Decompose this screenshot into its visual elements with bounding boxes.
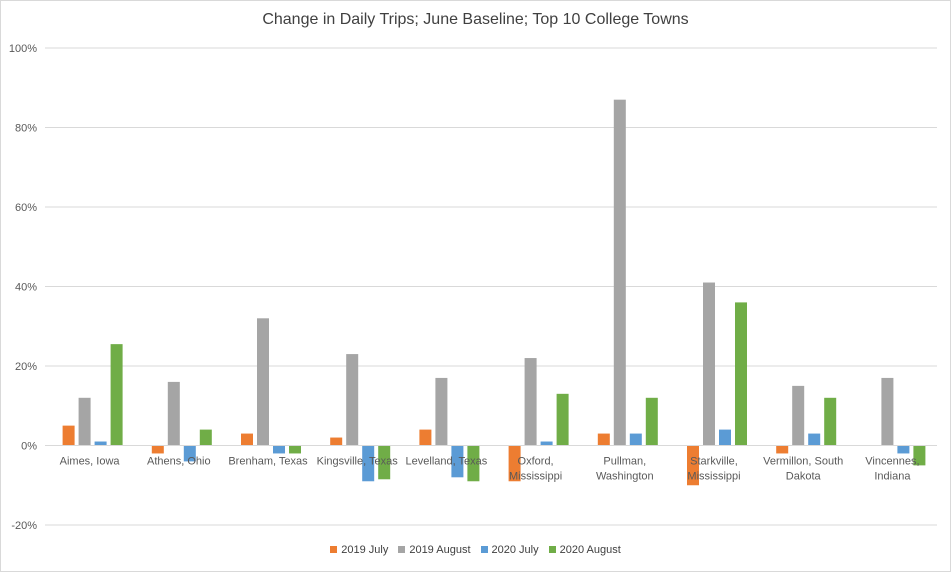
bar [451, 445, 464, 478]
bar [824, 397, 837, 446]
x-tick-label: Pullman, [603, 456, 646, 468]
bar [645, 397, 658, 446]
bar [257, 318, 269, 446]
bar [719, 429, 731, 446]
bar [508, 445, 521, 482]
y-tick-label: -20% [11, 520, 37, 532]
bar [78, 397, 91, 446]
legend-label: 2020 July [491, 544, 539, 556]
legend-label: 2019 July [341, 544, 389, 556]
legend-label: 2019 August [409, 544, 471, 556]
x-tick-label: Athens, Ohio [147, 456, 211, 468]
bar [151, 445, 164, 454]
x-tick-label: Mississippi [687, 471, 740, 483]
legend-item: 2020 July [480, 544, 539, 556]
legend-item: 2019 July [330, 544, 388, 556]
chart-title: Change in Daily Trips; June Baseline; To… [262, 11, 689, 28]
legend-item: 2019 August [398, 544, 471, 556]
x-tick-label: Starkville, [690, 456, 738, 468]
bar [735, 302, 747, 446]
legend-swatch [330, 546, 338, 553]
legend-swatch [398, 546, 406, 553]
bars [62, 99, 926, 486]
bar [289, 445, 301, 454]
y-tick-label: 40% [15, 282, 37, 294]
x-tick-label: Indiana [874, 471, 911, 483]
bar [776, 445, 789, 454]
bar [897, 445, 910, 454]
bar [241, 433, 253, 446]
bar [362, 445, 375, 482]
y-tick-label: 20% [15, 361, 37, 373]
x-tick-label: Aimes, Iowa [60, 456, 121, 468]
x-tick-label: Vincennes, [865, 456, 919, 468]
bar [687, 445, 699, 486]
bar [556, 393, 569, 446]
bar [524, 358, 537, 446]
bar [273, 445, 285, 454]
x-tick-label: Oxford, [518, 456, 554, 468]
legend-swatch [548, 546, 556, 553]
x-tick-label: Mississippi [509, 471, 562, 483]
legend-swatch [480, 546, 488, 553]
tick-labels: -20% 0% 20% 40% 60% 80% 100% Aimes, Iowa Athens,… [9, 43, 920, 532]
bar [613, 99, 626, 446]
legend: 2019 July 2019 August 2020 July 2020 August [0, 544, 951, 556]
x-tick-label: Brenham, Texas [228, 456, 308, 468]
x-tick-label: Levelland, Texas [406, 456, 488, 468]
legend-item: 2020 August [548, 544, 621, 556]
bar [629, 433, 642, 446]
bar [167, 381, 180, 446]
bar [597, 433, 610, 446]
y-tick-label: 100% [9, 43, 37, 55]
gridlines [45, 47, 937, 526]
bar [540, 441, 553, 446]
x-tick-label: Kingsville, Texas [317, 456, 399, 468]
bar [183, 445, 196, 462]
y-tick-label: 60% [15, 202, 37, 214]
bar [435, 377, 448, 446]
bar [913, 445, 926, 466]
bar [378, 445, 391, 480]
bar [199, 429, 212, 446]
bar [703, 282, 715, 446]
x-tick-label: Washington [596, 471, 654, 483]
bar [62, 425, 75, 446]
x-tick-label: Vermillon, South [763, 456, 843, 468]
bar [110, 344, 123, 446]
bar [467, 445, 480, 482]
bar [808, 433, 821, 446]
bar [94, 441, 107, 446]
bar [346, 354, 359, 446]
y-tick-label: 0% [21, 441, 37, 453]
y-tick-label: 80% [15, 123, 37, 135]
bar [330, 437, 343, 446]
legend-label: 2020 August [559, 544, 621, 556]
bar [419, 429, 432, 446]
bar [792, 385, 805, 446]
bar [881, 377, 894, 446]
x-tick-label: Dakota [786, 471, 822, 483]
